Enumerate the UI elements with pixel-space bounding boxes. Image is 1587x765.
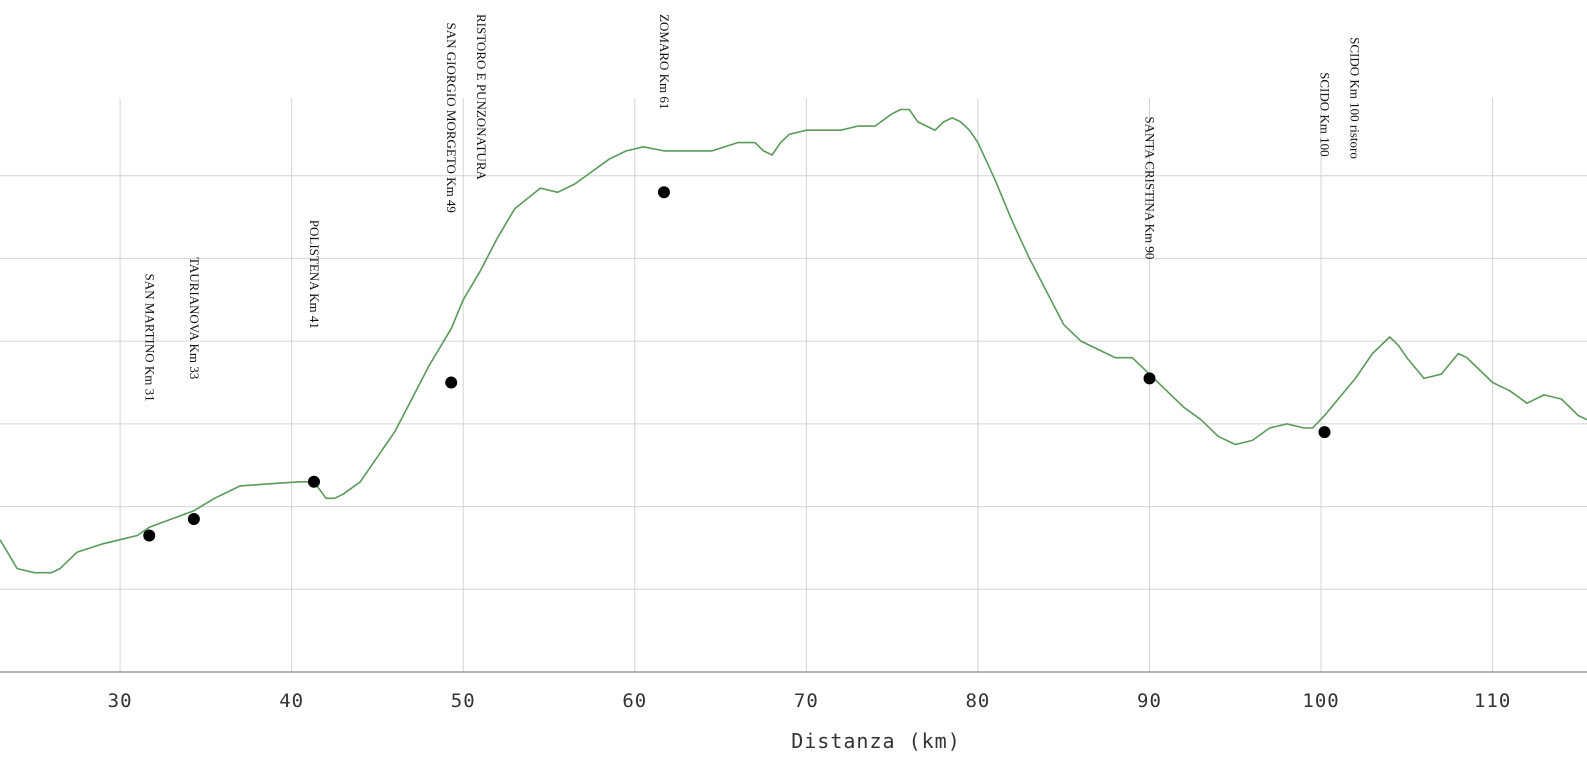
waypoint-label: POLISTENA Km 41 [307,220,322,329]
x-tick-label: 90 [1137,690,1162,712]
waypoint-marker [143,529,156,542]
x-axis-title: Distanza (km) [791,729,961,753]
waypoint-label: SCIDO Km 100 ristoro [1348,37,1363,159]
waypoint-marker [307,475,320,488]
label-layer: SAN MARTINO Km 31 TAURIANOVA Km 33 POLISTE… [142,14,1362,402]
waypoint-marker [187,512,200,525]
waypoint-label: SAN GIORGIO MORGETO Km 49 [444,23,459,213]
waypoint-marker [445,376,458,389]
waypoint-label: RISTORO E PUNZONATURA [474,14,489,180]
waypoint-label: TAURIANOVA Km 33 [187,257,202,379]
x-tick-label: 30 [108,690,133,712]
line-layer [0,108,1587,574]
waypoint-label: SCIDO Km 100 [1318,72,1333,157]
x-tick-label: 80 [965,690,990,712]
waypoint-marker [657,186,670,199]
waypoint-label: SAN MARTINO Km 31 [142,274,157,402]
waypoint-label: ZOMARO Km 61 [657,14,672,109]
x-tick-label: 110 [1474,690,1511,712]
waypoint-marker [1318,426,1331,439]
x-tick-label: 40 [279,690,304,712]
tick-layer: 30 40 50 60 70 80 90 100 110 [108,690,1511,712]
marker-layer [143,186,1331,542]
x-tick-label: 60 [622,690,647,712]
x-tick-label: 70 [794,690,819,712]
x-tick-label: 100 [1302,690,1339,712]
waypoint-label: SANTA CRISTINA Km 90 [1143,116,1158,259]
waypoint-marker [1143,372,1156,385]
x-tick-label: 50 [451,690,476,712]
grid-layer [0,98,1587,673]
elevation-line [0,108,1587,574]
